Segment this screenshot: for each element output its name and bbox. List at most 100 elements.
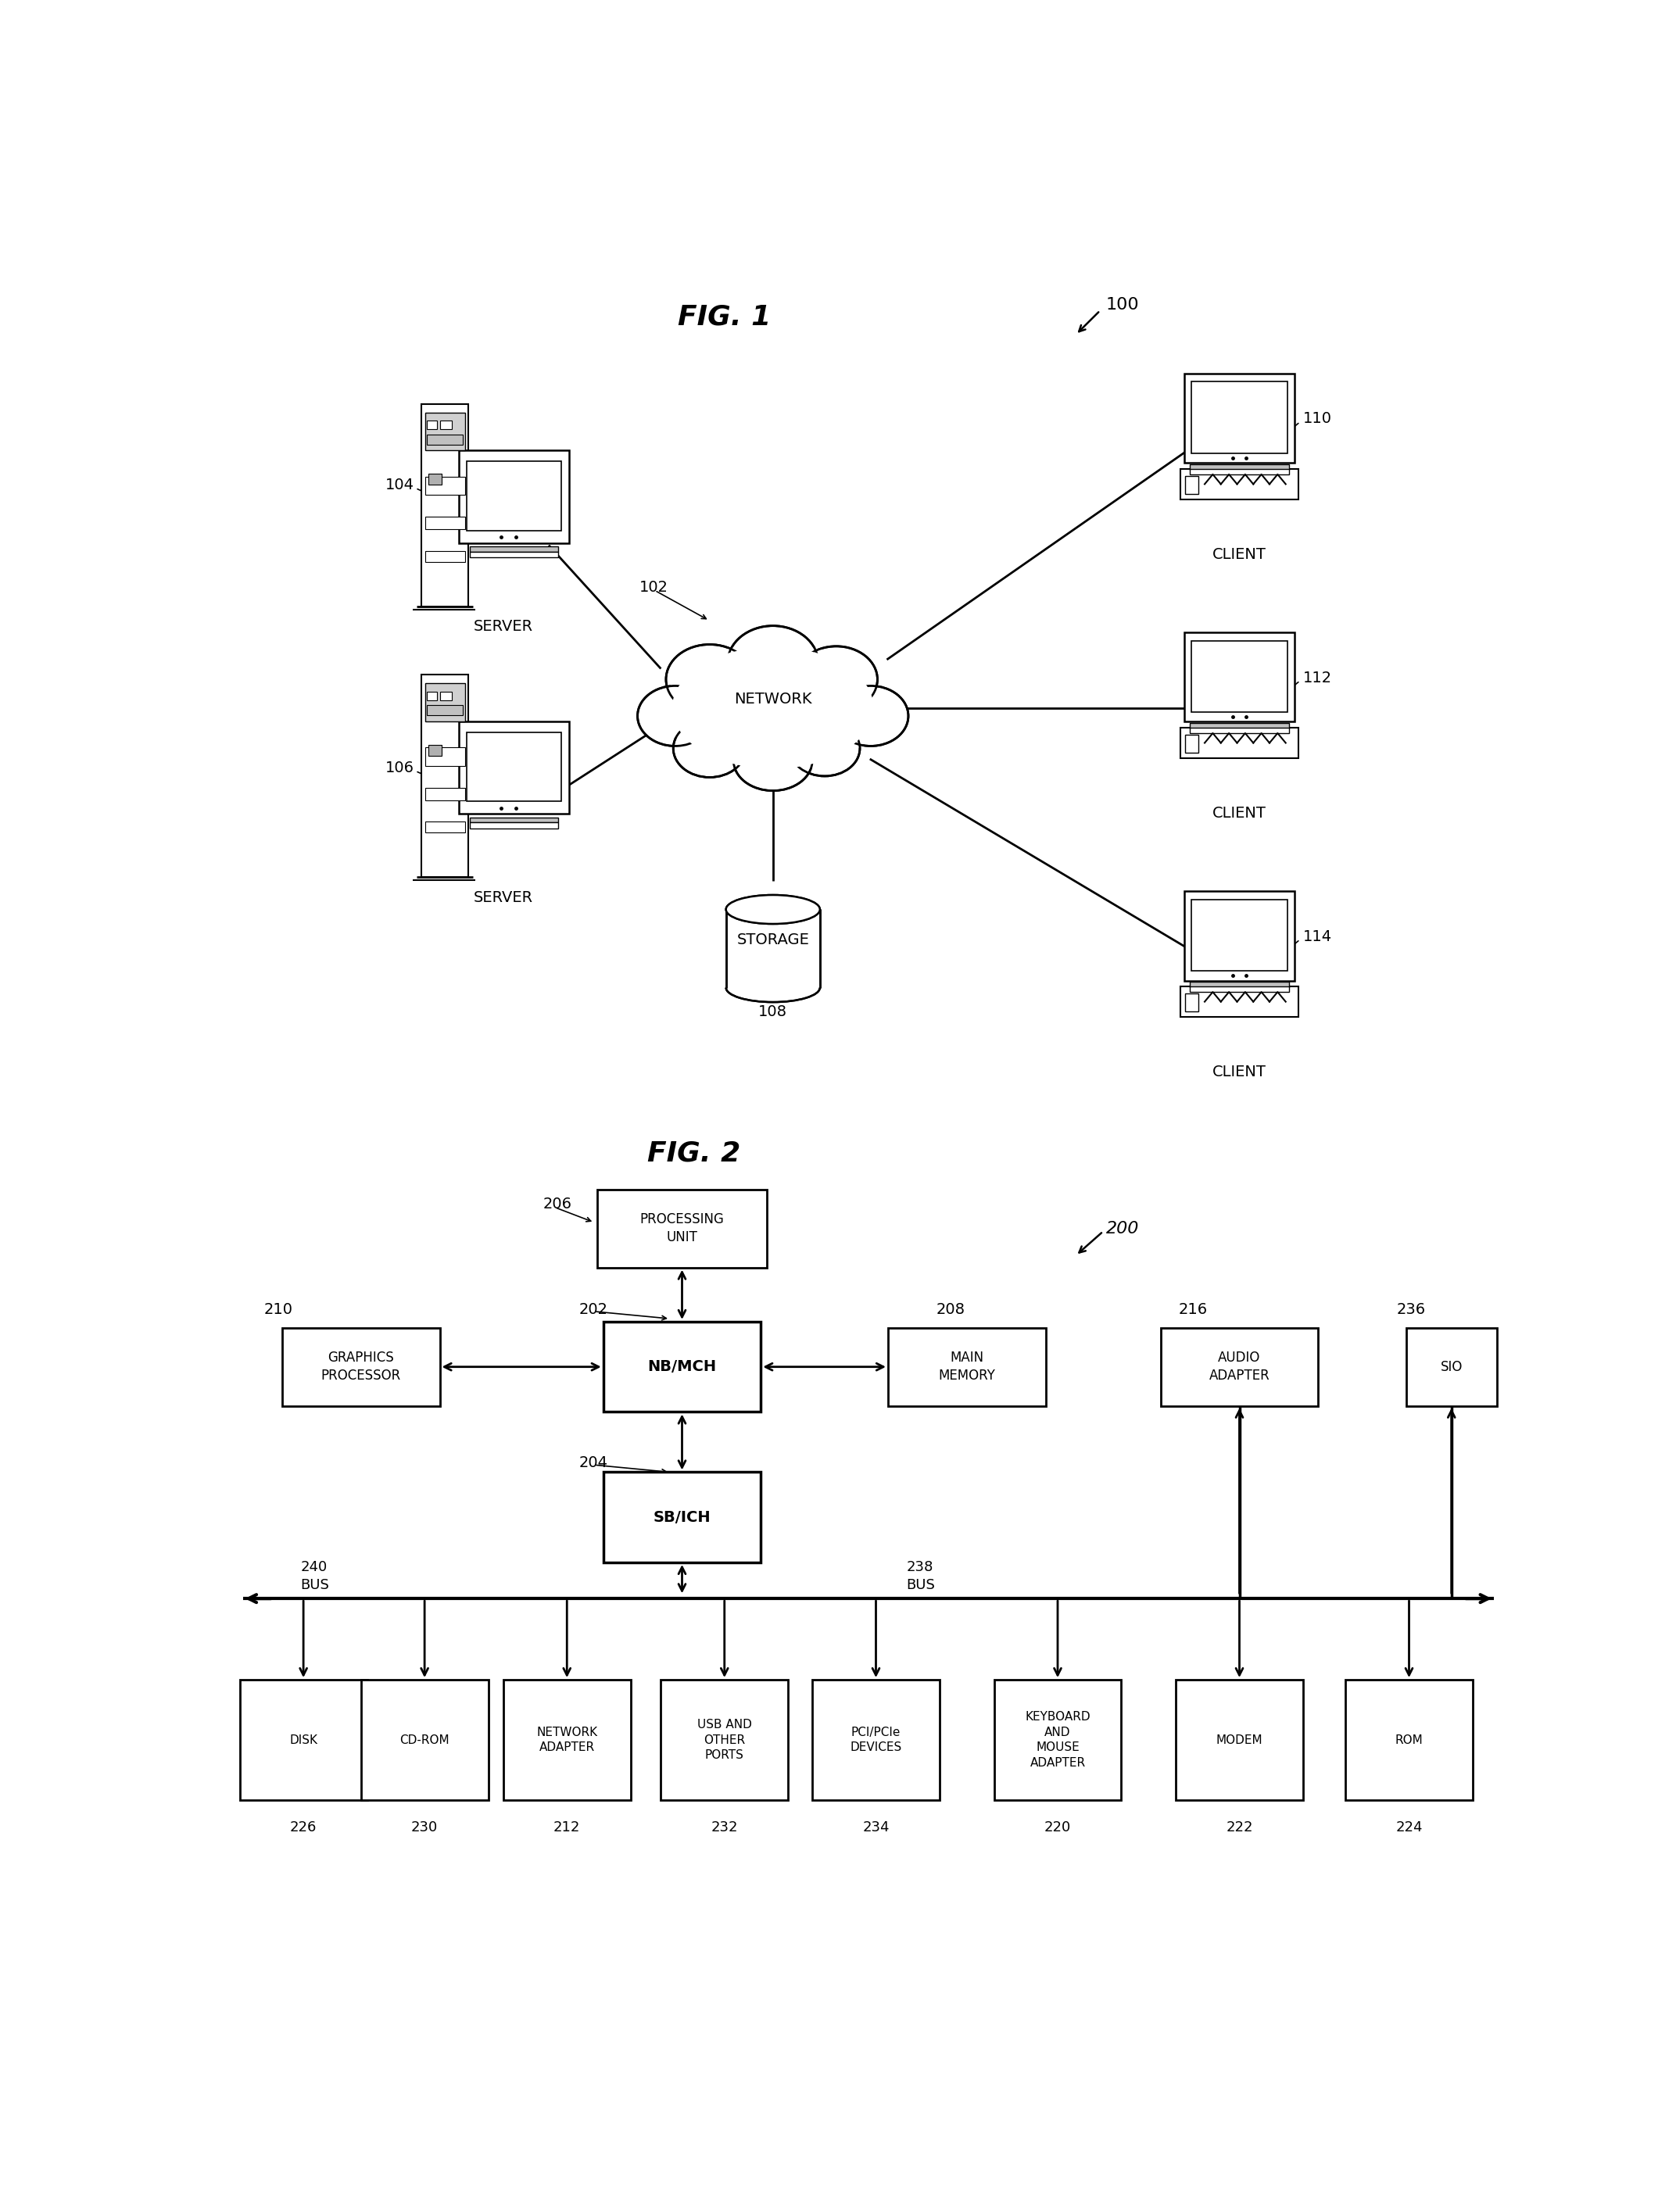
Bar (426, 518, 464, 529)
Text: 202: 202 (578, 1303, 608, 1316)
Ellipse shape (675, 650, 872, 765)
Text: 114: 114 (1302, 929, 1332, 945)
Bar (466, 732, 561, 801)
Bar (429, 745, 442, 757)
Text: 230: 230 (411, 1820, 437, 1834)
Bar (360, 1679, 488, 1801)
Bar (426, 411, 464, 451)
Bar (459, 451, 570, 542)
Text: 204: 204 (578, 1455, 608, 1471)
Text: MAIN
MEMORY: MAIN MEMORY (939, 1352, 996, 1382)
Text: SERVER: SERVER (474, 619, 533, 635)
Text: NB/MCH: NB/MCH (647, 1360, 717, 1374)
Ellipse shape (664, 644, 882, 772)
Text: BUS: BUS (907, 1579, 935, 1593)
Bar (1180, 987, 1299, 1018)
Ellipse shape (674, 719, 746, 776)
Bar (427, 692, 437, 699)
Text: 234: 234 (863, 1820, 890, 1834)
Text: 212: 212 (553, 1820, 580, 1834)
Bar (1185, 734, 1198, 752)
Text: 210: 210 (265, 1303, 293, 1316)
Text: 220: 220 (1044, 1820, 1071, 1834)
Text: STORAGE: STORAGE (737, 931, 810, 947)
Bar (1192, 641, 1287, 712)
Bar (441, 420, 453, 429)
Text: 226: 226 (290, 1820, 317, 1834)
Text: DISK: DISK (290, 1734, 317, 1745)
Bar (429, 473, 442, 484)
Bar (1177, 1679, 1302, 1801)
Ellipse shape (637, 686, 712, 745)
Ellipse shape (726, 896, 820, 925)
Text: BUS: BUS (300, 1579, 328, 1593)
Text: NETWORK
ADAPTER: NETWORK ADAPTER (536, 1725, 597, 1754)
Text: KEYBOARD
AND
MOUSE
ADAPTER: KEYBOARD AND MOUSE ADAPTER (1026, 1710, 1091, 1770)
Ellipse shape (727, 626, 818, 701)
Text: PROCESSING
UNIT: PROCESSING UNIT (640, 1212, 724, 1245)
Text: 108: 108 (759, 1004, 788, 1020)
Bar (1190, 469, 1289, 473)
Bar (813, 1679, 940, 1801)
Bar (459, 721, 570, 814)
Bar (603, 1473, 761, 1562)
Text: CLIENT: CLIENT (1212, 546, 1267, 562)
Text: 236: 236 (1396, 1303, 1426, 1316)
Ellipse shape (794, 646, 878, 712)
Bar (603, 1323, 761, 1411)
Bar (1190, 465, 1289, 469)
Text: 222: 222 (1225, 1820, 1254, 1834)
Bar (469, 551, 558, 557)
Ellipse shape (726, 896, 820, 925)
Bar (1180, 469, 1299, 500)
Text: 206: 206 (543, 1197, 572, 1212)
Bar (426, 684, 464, 721)
Bar (1180, 728, 1299, 759)
Text: 106: 106 (385, 761, 414, 776)
Text: 240: 240 (300, 1559, 327, 1575)
Bar (1192, 900, 1287, 971)
Text: 216: 216 (1178, 1303, 1208, 1316)
Text: 238: 238 (907, 1559, 934, 1575)
Text: FIG. 2: FIG. 2 (647, 1139, 741, 1166)
Bar (726, 909, 820, 989)
Bar (427, 706, 463, 714)
Bar (1346, 1679, 1473, 1801)
Bar (1185, 891, 1294, 980)
Ellipse shape (833, 686, 908, 745)
Bar (1190, 728, 1289, 732)
Bar (282, 1327, 439, 1407)
Text: ROM: ROM (1394, 1734, 1423, 1745)
Text: 110: 110 (1302, 411, 1332, 427)
Text: CLIENT: CLIENT (1212, 805, 1267, 821)
Bar (469, 816, 558, 823)
Text: SERVER: SERVER (474, 889, 533, 905)
Bar (1185, 374, 1294, 462)
Bar (469, 823, 558, 827)
Bar (1192, 383, 1287, 453)
Bar (441, 692, 453, 699)
Bar (427, 420, 437, 429)
Ellipse shape (672, 646, 873, 770)
Bar (1185, 993, 1198, 1011)
Bar (994, 1679, 1121, 1801)
Bar (660, 1679, 788, 1801)
Bar (1185, 476, 1198, 493)
Text: PCI/PCIe
DEVICES: PCI/PCIe DEVICES (850, 1725, 902, 1754)
Bar (426, 551, 464, 562)
Bar (426, 748, 464, 765)
Text: USB AND
OTHER
PORTS: USB AND OTHER PORTS (697, 1719, 753, 1761)
Text: SIO: SIO (1440, 1360, 1463, 1374)
Bar (1190, 723, 1289, 728)
Text: 200: 200 (1106, 1221, 1140, 1237)
Text: NETWORK: NETWORK (734, 692, 811, 706)
Text: 208: 208 (937, 1303, 965, 1316)
Text: 104: 104 (385, 478, 414, 493)
Ellipse shape (789, 721, 860, 776)
Text: FIG. 1: FIG. 1 (677, 303, 771, 330)
Text: CD-ROM: CD-ROM (399, 1734, 449, 1745)
Ellipse shape (734, 730, 813, 790)
Bar (1185, 633, 1294, 721)
Text: SB/ICH: SB/ICH (654, 1511, 711, 1524)
Text: 102: 102 (640, 580, 669, 595)
